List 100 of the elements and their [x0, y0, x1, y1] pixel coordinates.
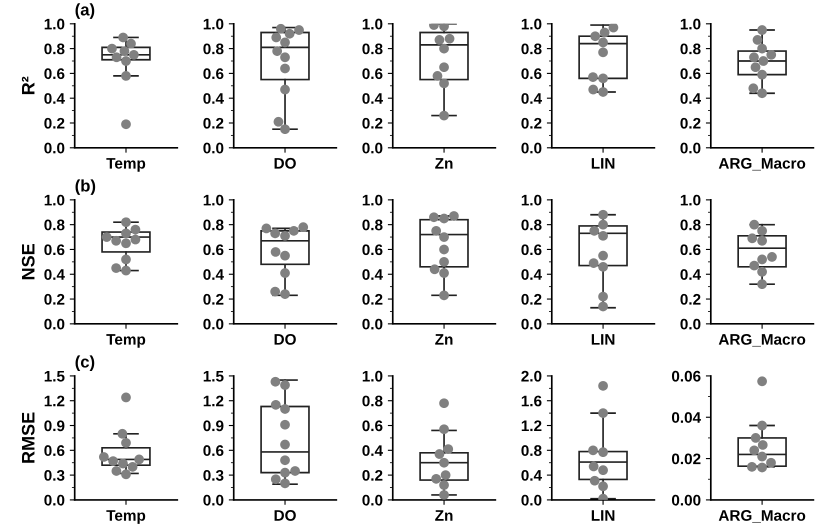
y-tick-label: 1.0 — [204, 194, 224, 206]
y-tick-label: 0.4 — [680, 93, 701, 104]
y-tick-label: 0.06 — [672, 370, 701, 382]
y-tick-label: 0.4 — [203, 269, 224, 280]
y-tick-label: 0.6 — [362, 420, 382, 432]
x-tick-label: ARG_Macro — [718, 334, 806, 347]
y-tick-label: 0.9 — [203, 420, 224, 432]
y-tick-label: 0.2 — [44, 118, 64, 129]
y-tick-label: 0.4 — [680, 269, 701, 280]
y-tick-label: 0.6 — [680, 244, 701, 256]
y-tick-label: 0.8 — [362, 43, 383, 54]
y-tick-label: 1.6 — [522, 396, 542, 406]
y-tick-label: 0.4 — [362, 93, 383, 104]
y-tick-label: 0.4 — [362, 269, 383, 280]
y-tick-label: 0.6 — [521, 244, 542, 256]
y-tick-label: 1.2 — [204, 396, 224, 406]
x-tick-label: Zn — [435, 158, 452, 169]
x-tick-label: ARG_Macro — [718, 510, 806, 523]
y-tick-label: 0.0 — [680, 318, 700, 330]
y-tick-label: 0.02 — [672, 453, 700, 464]
y-axis-title: NSE — [22, 244, 35, 280]
y-tick-label: 0.4 — [362, 445, 383, 456]
point — [280, 440, 290, 450]
y-tick-label: 0.9 — [44, 420, 64, 432]
y-tick-label: 0.4 — [44, 93, 65, 104]
y-tick-label: 0.0 — [521, 318, 542, 330]
y-tick-label: 0.0 — [521, 494, 542, 506]
point — [280, 455, 290, 466]
y-tick-label: 0.0 — [203, 318, 224, 330]
y-tick-label: 0.2 — [680, 294, 700, 305]
y-tick-label: 0.6 — [362, 244, 382, 256]
y-tick-label: 0.0 — [44, 142, 64, 154]
x-tick-label: Zn — [435, 334, 452, 345]
y-tick-label: 0.04 — [672, 412, 701, 423]
y-tick-label: 0.6 — [680, 68, 701, 80]
x-tick-label: ARG_Macro — [718, 158, 806, 170]
y-tick-label: 1.0 — [44, 194, 64, 206]
y-tick-label: 0.2 — [203, 118, 224, 129]
y-tick-label: 0.8 — [44, 43, 65, 54]
y-tick-label: 0.2 — [203, 294, 224, 305]
y-tick-label: 0.2 — [680, 118, 700, 129]
y-tick-label: 0.8 — [521, 445, 542, 456]
point — [439, 268, 449, 278]
y-tick-label: 0.6 — [44, 68, 64, 80]
y-tick-label: 1.0 — [362, 18, 382, 30]
y-tick-label: 0.6 — [44, 244, 64, 256]
y-tick-label: 0.8 — [680, 220, 701, 230]
y-tick-label: 0.2 — [362, 118, 382, 129]
y-tick-label: 0.8 — [44, 220, 65, 230]
x-tick-label: Temp — [106, 510, 146, 524]
y-tick-label: 0.4 — [203, 93, 224, 104]
y-tick-label: 2.0 — [521, 370, 542, 382]
y-tick-label: 0.4 — [521, 93, 542, 104]
y-tick-label: 0.0 — [362, 142, 382, 154]
y-tick-label: 0.2 — [521, 294, 542, 305]
y-tick-label: 1.0 — [362, 194, 382, 206]
y-tick-label: 0.0 — [362, 494, 382, 506]
x-tick-label: Temp — [106, 158, 146, 172]
y-axis-title: RMSE — [22, 412, 35, 463]
point — [598, 380, 608, 391]
y-tick-label: 0.3 — [44, 470, 64, 481]
y-tick-label: 1.5 — [204, 370, 224, 382]
point — [280, 420, 290, 430]
x-tick-label: DO — [274, 158, 296, 169]
text: (a) — [76, 3, 94, 19]
point — [598, 250, 608, 261]
y-tick-label: 1.0 — [680, 194, 700, 206]
y-tick-label: 0.6 — [203, 445, 224, 456]
y-tick-label: 0.2 — [362, 294, 382, 305]
y-tick-label: 0.2 — [521, 118, 542, 129]
y-tick-label: 0.0 — [362, 318, 382, 330]
y-tick-label: 1.0 — [204, 18, 224, 30]
y-tick-label: 1.0 — [522, 18, 542, 30]
text: (b) — [76, 179, 96, 195]
y-tick-label: 1.0 — [44, 18, 64, 30]
y-tick-label: 0.6 — [521, 68, 542, 80]
y-tick-label: 0.4 — [521, 269, 542, 280]
y-tick-label: 1.0 — [680, 18, 700, 30]
point — [280, 478, 290, 488]
point — [439, 290, 449, 300]
y-tick-label: 0.8 — [680, 43, 701, 54]
y-tick-label: 0.8 — [203, 43, 224, 54]
point — [280, 380, 290, 390]
point — [598, 262, 608, 272]
y-tick-label: 0.0 — [203, 494, 224, 506]
y-tick-label: 0.6 — [362, 68, 382, 80]
x-tick-label: LIN — [592, 158, 614, 169]
y-tick-label: 0.0 — [203, 142, 224, 154]
x-tick-label: Zn — [435, 510, 452, 521]
y-tick-label: 1.0 — [522, 194, 542, 206]
point — [598, 447, 608, 458]
point — [598, 302, 608, 312]
point — [439, 244, 449, 254]
text: (c) — [76, 355, 94, 371]
y-tick-label: 0.0 — [680, 142, 700, 154]
y-tick-label: 0.3 — [203, 470, 224, 481]
y-tick-label: 0.4 — [44, 269, 65, 280]
y-tick-label: 0.6 — [44, 445, 64, 456]
y-tick-label: 0.4 — [521, 470, 542, 481]
point — [598, 210, 608, 220]
